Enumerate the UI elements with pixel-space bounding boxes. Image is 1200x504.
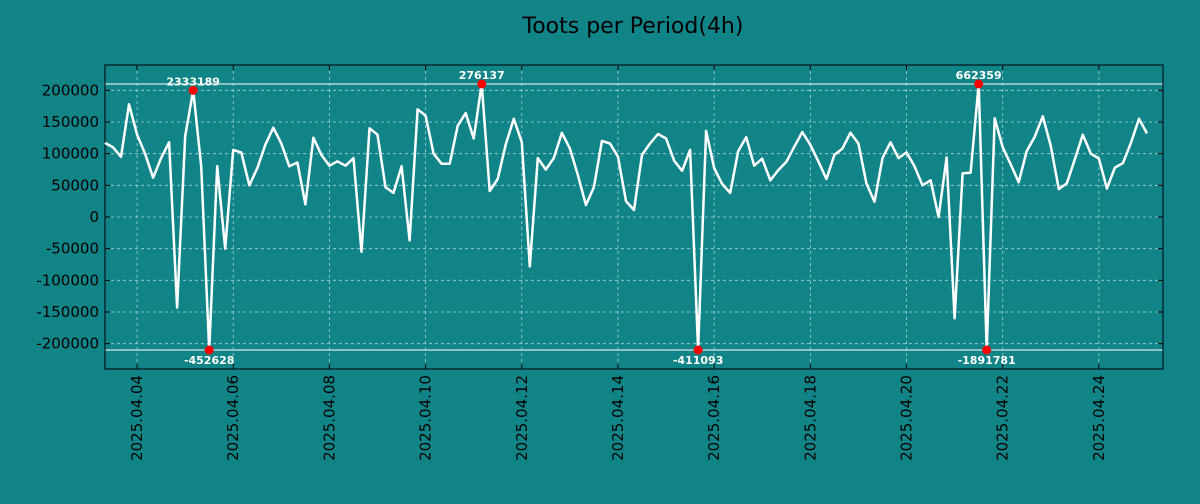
peak-label: -411093 bbox=[673, 354, 724, 367]
y-tick-label: 200000 bbox=[42, 81, 99, 99]
x-tick-label: 2025.04.06 bbox=[224, 375, 242, 461]
y-tick-label: 150000 bbox=[42, 113, 99, 131]
x-tick-label: 2025.04.16 bbox=[705, 375, 723, 461]
peak-marker bbox=[204, 345, 214, 355]
x-tick-label: 2025.04.20 bbox=[898, 375, 916, 461]
y-tick-label: -50000 bbox=[46, 240, 99, 258]
peak-label: -452628 bbox=[184, 354, 235, 367]
x-tick-label: 2025.04.04 bbox=[128, 375, 146, 461]
y-tick-label: -100000 bbox=[36, 271, 99, 289]
peak-label: 662359 bbox=[956, 69, 1002, 82]
x-tick-label: 2025.04.14 bbox=[609, 375, 627, 461]
peak-label: -1891781 bbox=[958, 354, 1016, 367]
y-tick-label: 100000 bbox=[42, 145, 99, 163]
x-tick-label: 2025.04.22 bbox=[994, 375, 1012, 461]
peak-label: 276137 bbox=[459, 69, 505, 82]
y-tick-label: 50000 bbox=[51, 176, 99, 194]
peak-marker bbox=[477, 79, 487, 89]
peak-label: 2333189 bbox=[166, 75, 220, 88]
peak-marker bbox=[188, 85, 198, 95]
series-line bbox=[104, 82, 1149, 352]
peak-marker bbox=[982, 345, 992, 355]
x-tick-label: 2025.04.18 bbox=[801, 375, 819, 461]
x-tick-label: 2025.04.08 bbox=[320, 375, 338, 461]
peak-marker bbox=[693, 345, 703, 355]
chart-title: Toots per Period(4h) bbox=[522, 14, 744, 39]
x-tick-label: 2025.04.12 bbox=[513, 375, 531, 461]
y-tick-label: -200000 bbox=[36, 335, 99, 353]
y-tick-label: -150000 bbox=[36, 303, 99, 321]
x-tick-label: 2025.04.24 bbox=[1090, 375, 1108, 461]
peak-marker bbox=[974, 79, 984, 89]
x-tick-label: 2025.04.10 bbox=[417, 375, 435, 461]
y-tick-label: 0 bbox=[89, 208, 99, 226]
